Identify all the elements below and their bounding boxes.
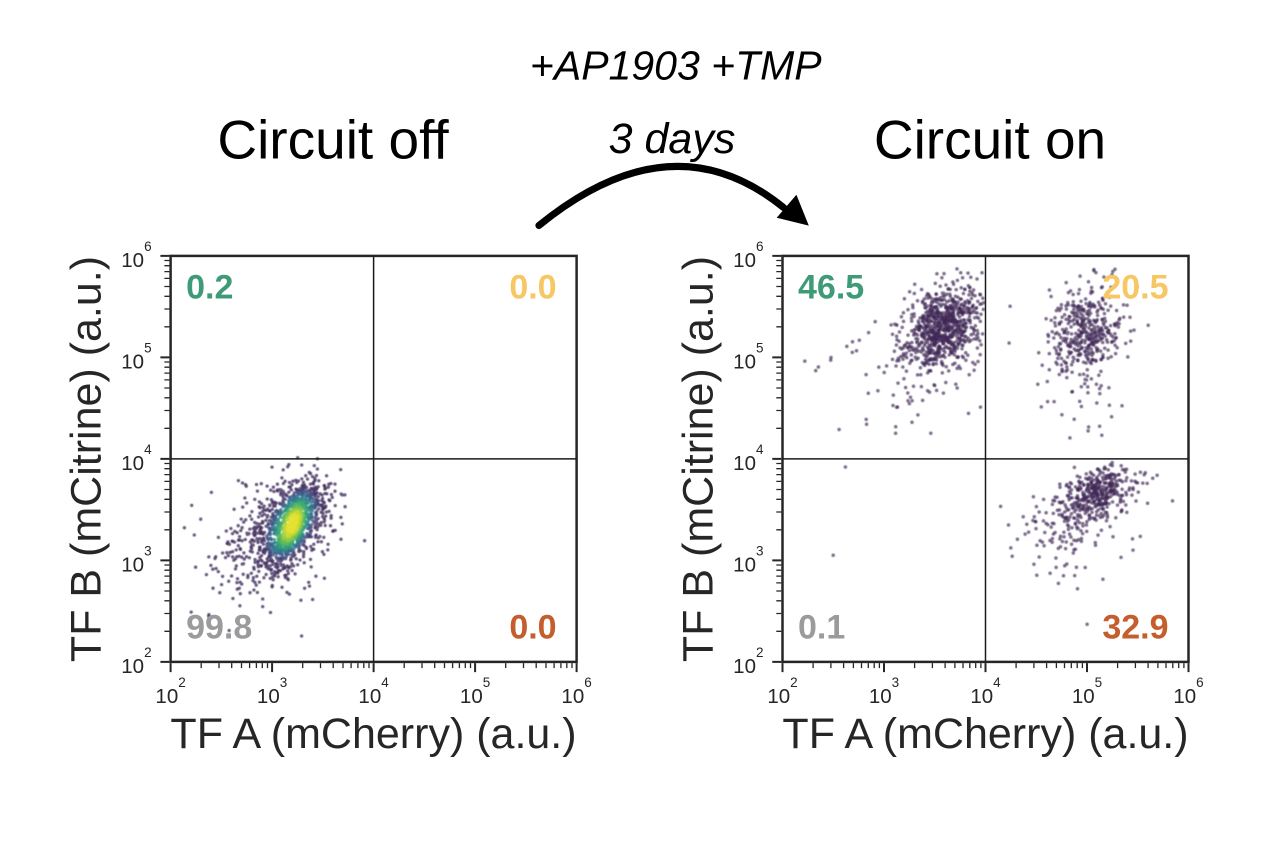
svg-text:3 days: 3 days [609, 115, 736, 163]
svg-text:0.0: 0.0 [509, 269, 556, 307]
svg-text:Circuit on: Circuit on [874, 109, 1106, 171]
svg-text:TF B (mCitrine) (a.u.): TF B (mCitrine) (a.u.) [675, 256, 723, 662]
svg-text:0.1: 0.1 [798, 609, 845, 647]
svg-text:TF B (mCitrine) (a.u.): TF B (mCitrine) (a.u.) [63, 256, 111, 662]
svg-text:99.8: 99.8 [186, 609, 252, 647]
svg-text:20.5: 20.5 [1102, 269, 1168, 307]
svg-text:+AP1903 +TMP: +AP1903 +TMP [530, 43, 822, 89]
svg-text:Circuit off: Circuit off [217, 109, 449, 171]
svg-text:46.5: 46.5 [798, 269, 864, 307]
svg-text:0.2: 0.2 [186, 269, 233, 307]
svg-text:TF A (mCherry) (a.u.): TF A (mCherry) (a.u.) [170, 710, 576, 758]
svg-text:TF A (mCherry) (a.u.): TF A (mCherry) (a.u.) [782, 710, 1188, 758]
svg-text:0.0: 0.0 [509, 609, 556, 647]
svg-text:32.9: 32.9 [1102, 609, 1168, 647]
